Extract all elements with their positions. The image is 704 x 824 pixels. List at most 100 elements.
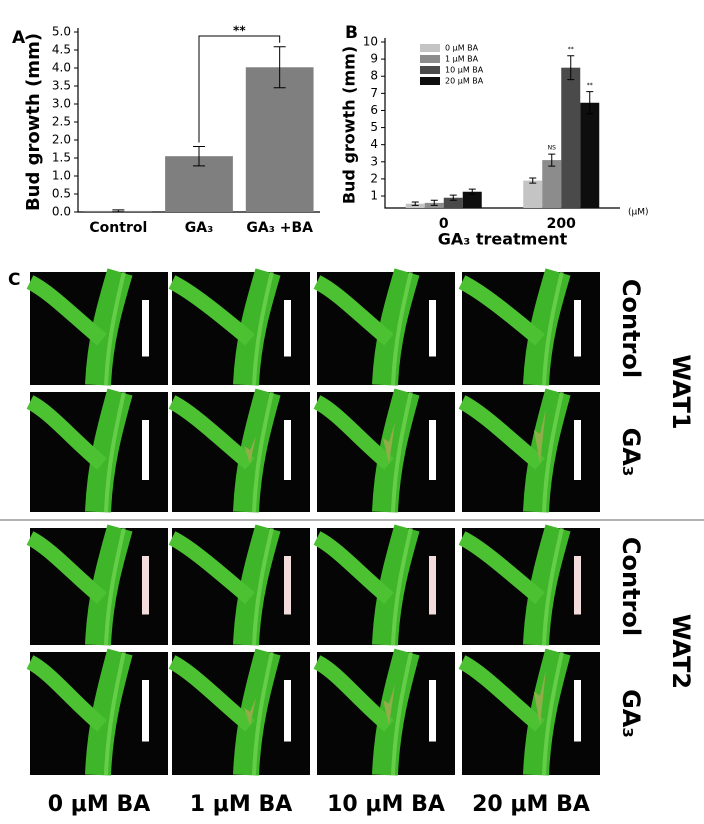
bud bbox=[534, 408, 546, 464]
row-label: Control bbox=[617, 537, 645, 636]
stem-highlight bbox=[104, 527, 126, 646]
error-bar bbox=[411, 201, 419, 206]
x-tick-label: 0 bbox=[439, 216, 449, 232]
stem bbox=[372, 268, 420, 386]
stem bbox=[523, 388, 571, 513]
legend-swatch bbox=[420, 66, 440, 74]
stem bbox=[85, 388, 133, 513]
stem-highlight bbox=[252, 651, 274, 776]
photo bbox=[26, 524, 168, 646]
stem bbox=[85, 648, 133, 776]
legend-swatch bbox=[420, 55, 440, 63]
panel-label: C bbox=[8, 270, 20, 290]
scale-bar bbox=[574, 680, 581, 742]
stem-highlight bbox=[391, 527, 413, 646]
branch bbox=[26, 395, 107, 470]
y-tick-label: 3.0 bbox=[52, 97, 71, 111]
bar bbox=[542, 160, 562, 208]
scale-bar bbox=[574, 556, 581, 615]
y-axis-label: Bud growth (mm) bbox=[23, 33, 44, 211]
photo bbox=[458, 268, 600, 386]
stem bbox=[523, 268, 571, 386]
scale-bar bbox=[284, 680, 291, 742]
bar bbox=[523, 180, 543, 208]
branch bbox=[168, 531, 255, 604]
y-tick-label: 2.5 bbox=[52, 115, 71, 129]
y-tick-label: 4.0 bbox=[52, 61, 71, 75]
y-tick-label: 2.0 bbox=[52, 133, 71, 147]
bar bbox=[580, 102, 600, 208]
error-bar bbox=[193, 145, 205, 167]
stem bbox=[233, 524, 281, 646]
y-tick-label: 4 bbox=[370, 137, 378, 151]
error-bar bbox=[273, 46, 286, 89]
x-axis-label: GA₃ treatment bbox=[438, 230, 568, 249]
stem bbox=[372, 388, 420, 513]
x-axis-unit: (μM) bbox=[628, 208, 649, 218]
branch bbox=[168, 275, 255, 346]
photo bbox=[313, 388, 455, 513]
x-tick-label: Control bbox=[89, 220, 147, 236]
bud bbox=[383, 422, 395, 464]
photo bbox=[168, 268, 310, 386]
stem-highlight bbox=[104, 391, 126, 513]
branch bbox=[313, 395, 394, 470]
photo bbox=[26, 648, 168, 776]
stem-highlight bbox=[252, 391, 274, 513]
stem-highlight bbox=[252, 527, 274, 646]
y-tick-label: 1 bbox=[370, 189, 378, 203]
photo bbox=[168, 524, 310, 646]
photo bbox=[313, 648, 455, 776]
scale-bar bbox=[429, 300, 436, 357]
column-label: 20 μM BA bbox=[472, 792, 590, 817]
stem bbox=[523, 524, 571, 646]
stem-highlight bbox=[542, 391, 564, 513]
bud bbox=[383, 683, 395, 726]
photo bbox=[458, 648, 600, 776]
y-tick-label: 5 bbox=[370, 120, 378, 134]
significance-label: NS bbox=[548, 145, 556, 152]
significance-label: ** bbox=[587, 82, 593, 89]
significance-bracket bbox=[198, 35, 281, 143]
branch bbox=[458, 531, 545, 604]
legend-label: 1 μM BA bbox=[445, 55, 479, 64]
significance-label: ** bbox=[233, 24, 246, 38]
x-tick-label: GA₃ bbox=[185, 220, 213, 236]
stem bbox=[372, 648, 420, 776]
error-bar bbox=[112, 209, 125, 213]
error-bar bbox=[586, 91, 594, 115]
row-label: Control bbox=[617, 279, 645, 378]
stem-highlight bbox=[104, 271, 126, 386]
column-label: 10 μM BA bbox=[327, 792, 445, 817]
error-bar bbox=[449, 194, 457, 201]
photo bbox=[313, 268, 455, 386]
row-label: GA₃ bbox=[617, 689, 645, 738]
y-axis-label: Bud growth (mm) bbox=[340, 46, 359, 204]
branch bbox=[458, 395, 545, 470]
y-tick-label: 0.0 bbox=[52, 205, 71, 219]
y-tick-label: 7 bbox=[370, 86, 378, 100]
scale-bar bbox=[284, 300, 291, 357]
stem bbox=[523, 648, 571, 776]
stem bbox=[233, 268, 281, 386]
error-bar bbox=[548, 153, 556, 167]
legend-label: 10 μM BA bbox=[445, 66, 484, 75]
bud bbox=[244, 436, 256, 464]
scale-bar bbox=[284, 556, 291, 615]
column-label: 1 μM BA bbox=[190, 792, 293, 817]
photo bbox=[26, 268, 168, 386]
scale-bar bbox=[284, 420, 291, 480]
stem bbox=[233, 648, 281, 776]
scale-bar bbox=[574, 420, 581, 480]
y-tick-label: 3 bbox=[370, 154, 378, 168]
branch bbox=[26, 531, 107, 604]
scale-bar bbox=[142, 556, 149, 615]
branch bbox=[26, 655, 107, 732]
photo bbox=[26, 388, 168, 513]
y-tick-label: 1.5 bbox=[52, 151, 71, 165]
branch bbox=[168, 655, 255, 732]
stem bbox=[85, 524, 133, 646]
y-tick-label: 4.5 bbox=[52, 43, 71, 57]
stem-highlight bbox=[391, 271, 413, 386]
branch bbox=[313, 655, 394, 732]
